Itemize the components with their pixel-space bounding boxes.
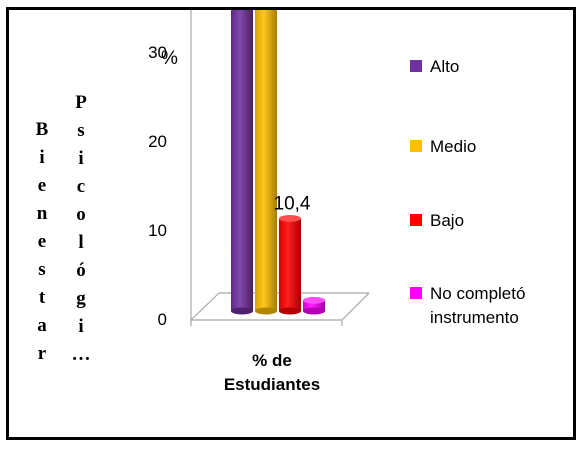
y-axis-label-letter: … xyxy=(72,344,91,365)
y-axis-label-letter: o xyxy=(76,204,86,225)
y-tick-label: 20 xyxy=(148,132,167,151)
bar xyxy=(279,214,301,315)
bar xyxy=(303,296,325,315)
legend-label: Alto xyxy=(430,57,459,76)
legend-entry: No completó instrumento xyxy=(410,284,525,327)
y-tick-label: 10 xyxy=(148,221,167,240)
y-axis-label-letter: i xyxy=(78,148,83,169)
legend-label: instrumento xyxy=(430,308,519,327)
y-axis-ticks: 01020304050 xyxy=(148,43,167,329)
y-axis-label-letter: s xyxy=(38,259,45,280)
floor-left-edge xyxy=(190,292,220,321)
legend-swatch xyxy=(410,214,422,226)
y-axis-label-letter: i xyxy=(39,147,44,168)
y-axis-label: BienestarPsicológi… xyxy=(36,92,91,365)
floor-right-edge xyxy=(341,292,370,321)
y-tick-label: 0 xyxy=(158,310,167,329)
y-axis-label-letter: a xyxy=(37,315,47,336)
legend-swatch xyxy=(410,140,422,152)
bars xyxy=(231,0,325,315)
bar xyxy=(255,0,277,315)
bar-top xyxy=(303,296,325,304)
y-axis-label-letter: s xyxy=(77,120,84,141)
y-axis-label-letter: i xyxy=(78,316,83,337)
bar-base xyxy=(279,307,301,315)
x-axis-label-line: % de xyxy=(252,351,292,370)
bar-base xyxy=(303,307,325,315)
y-axis-unit: % xyxy=(161,48,178,69)
bar-body xyxy=(279,218,301,311)
y-axis-label-letter: ó xyxy=(76,260,86,281)
bar-body xyxy=(255,0,277,312)
x-axis-label-line: Estudiantes xyxy=(224,375,320,394)
x-axis-label: % de Estudiantes xyxy=(224,351,320,394)
y-axis-label-letter: t xyxy=(39,287,46,308)
bar-body xyxy=(231,0,253,311)
legend-entry: Bajo xyxy=(410,211,464,230)
bar-top xyxy=(279,214,301,222)
bar xyxy=(231,0,253,315)
bar-base xyxy=(255,307,277,315)
bar-base xyxy=(231,307,253,315)
data-labels: 41,644,210,4 xyxy=(274,193,311,214)
y-axis-label-letter: r xyxy=(38,343,47,364)
legend-label: No completó xyxy=(430,284,525,303)
legend-swatch xyxy=(410,60,422,72)
data-label: 10,4 xyxy=(274,193,311,214)
y-axis-label-letter: l xyxy=(78,232,83,253)
y-axis-label-letter: P xyxy=(75,92,87,113)
y-tick-label: 30 xyxy=(148,43,167,62)
y-axis-label-letter: n xyxy=(37,203,48,224)
bar-body xyxy=(303,300,325,311)
legend-swatch xyxy=(410,287,422,299)
y-axis-label-letter: e xyxy=(38,231,46,252)
y-axis-label-letter: e xyxy=(38,175,46,196)
y-axis-label-letter: g xyxy=(76,288,86,309)
legend-entry: Alto xyxy=(410,57,459,76)
legend-label: Bajo xyxy=(430,211,464,230)
legend-entry: Medio xyxy=(410,137,476,156)
legend: Alto Medio Bajo No completó instrumento xyxy=(410,57,525,327)
y-axis-label-letter: B xyxy=(36,119,49,140)
legend-label: Medio xyxy=(430,137,476,156)
y-axis-label-letter: c xyxy=(77,176,85,197)
